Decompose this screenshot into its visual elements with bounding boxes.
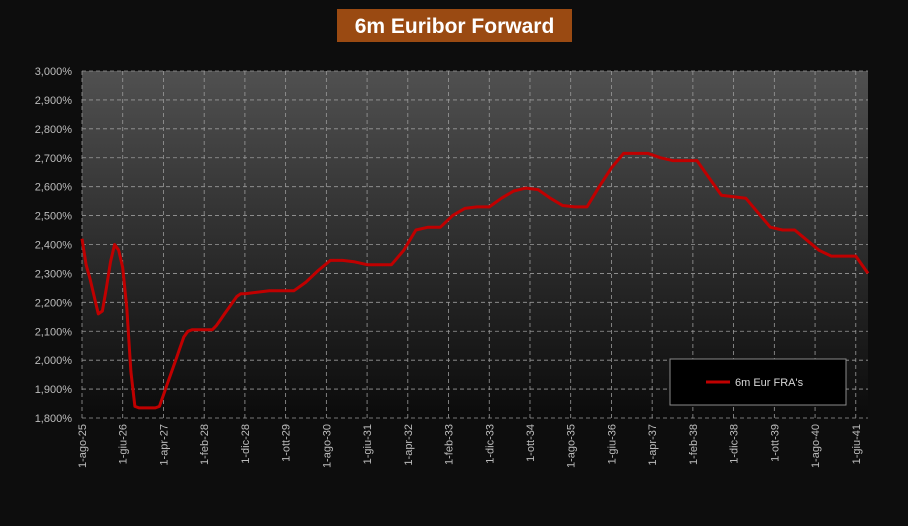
y-tick-label: 2,500% [35, 211, 73, 223]
y-tick-label: 2,200% [35, 297, 73, 309]
y-tick-label: 2,400% [35, 240, 73, 252]
y-axis-tick-labels: 1,800% 1,900% 2,000% 2,100% 2,200% 2,300% 2,40… [35, 66, 73, 425]
x-axis-tick-labels: 1-ago-25 1-giu-26 1-apr-27 1-feb-28 1-dic-28… [77, 424, 863, 468]
x-tick-label: 1-ott-39 [769, 424, 781, 462]
y-tick-label: 2,800% [35, 124, 73, 136]
x-tick-label: 1-giu-26 [118, 424, 130, 464]
x-tick-label: 1-apr-27 [158, 424, 170, 466]
x-tick-label: 1-apr-37 [647, 424, 659, 466]
x-tick-label: 1-ago-40 [810, 424, 822, 468]
y-tick-label: 2,000% [35, 355, 73, 367]
x-tick-label: 1-dic-33 [484, 424, 496, 464]
x-tick-label: 1-apr-32 [403, 424, 415, 466]
x-tick-label: 1-ago-30 [321, 424, 333, 468]
x-tick-label: 1-feb-28 [199, 424, 211, 465]
x-tick-label: 1-giu-41 [851, 424, 863, 464]
x-tick-label: 1-ago-35 [566, 424, 578, 468]
y-tick-label: 3,000% [35, 66, 73, 78]
x-tick-label: 1-feb-33 [444, 424, 456, 465]
x-tick-label: 1-ott-34 [525, 424, 537, 462]
y-tick-label: 1,800% [35, 413, 73, 425]
chart-title-background [337, 9, 572, 42]
legend: 6m Eur FRA's [669, 358, 847, 406]
x-tick-label: 1-dic-28 [240, 424, 252, 464]
legend-box [669, 358, 847, 406]
y-tick-label: 2,900% [35, 95, 73, 107]
y-tick-label: 2,300% [35, 268, 73, 280]
y-gridlines [82, 70, 868, 419]
x-gridlines [81, 71, 857, 418]
x-tick-label: 1-ago-25 [77, 424, 89, 468]
chart-title: 6m Euribor Forward [355, 15, 555, 38]
x-tick-label: 1-giu-31 [362, 424, 374, 464]
series-line-6m-eur-fra [80, 151, 870, 410]
x-tick-label: 1-dic-38 [729, 424, 741, 464]
y-tick-label: 2,100% [35, 326, 73, 338]
x-tick-label: 1-ott-29 [281, 424, 293, 462]
series-layer [80, 151, 870, 410]
legend-label-6m-eur-fra: 6m Eur FRA's [735, 377, 804, 389]
y-tick-label: 2,700% [35, 153, 73, 165]
y-tick-label: 1,900% [35, 384, 73, 396]
x-tick-label: 1-giu-36 [606, 424, 618, 464]
x-tick-label: 1-feb-38 [688, 424, 700, 465]
y-tick-label: 2,600% [35, 182, 73, 194]
